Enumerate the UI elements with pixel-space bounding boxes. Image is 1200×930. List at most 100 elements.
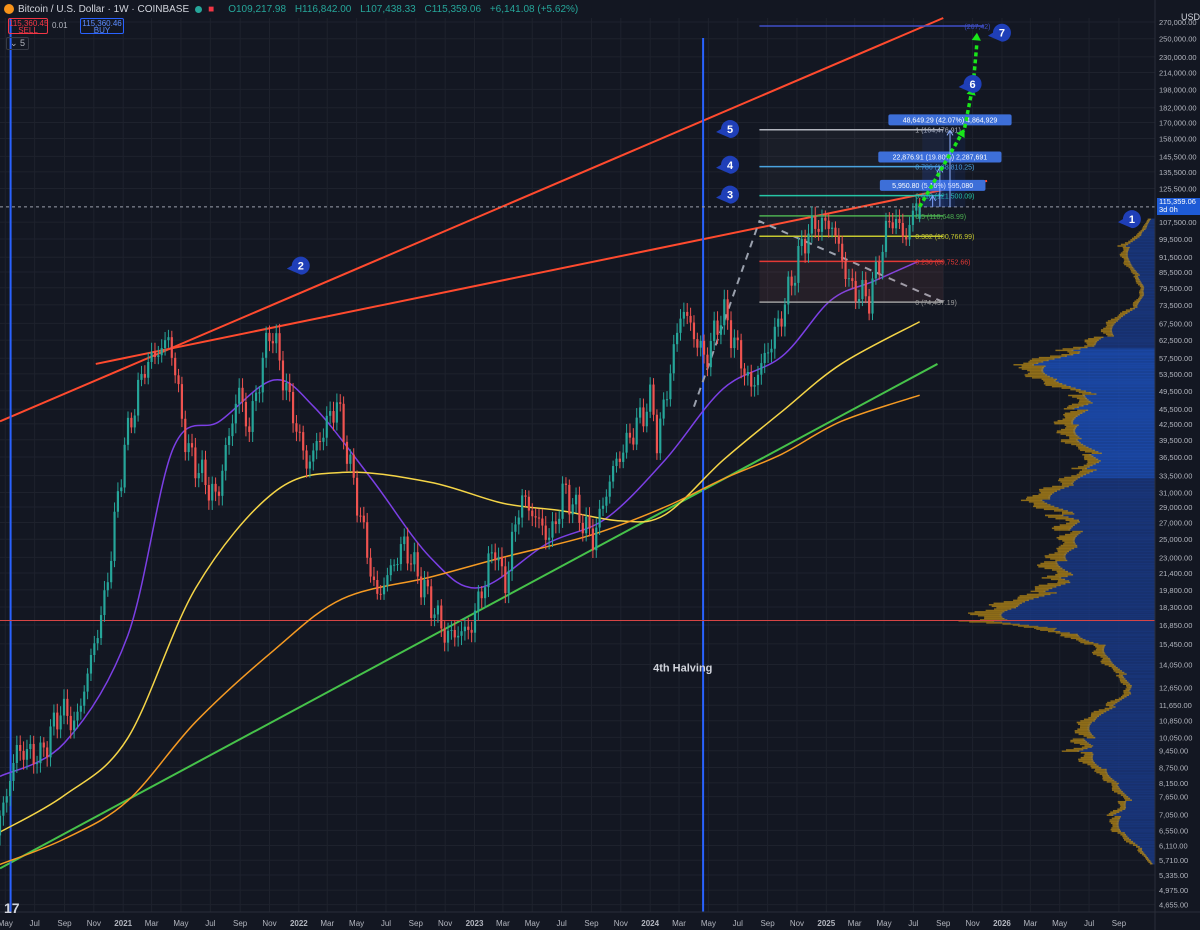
volume-profile-bar <box>1112 779 1155 782</box>
volume-profile-bar <box>1069 527 1155 530</box>
volume-profile-bar <box>1014 607 1155 609</box>
volume-profile-bar <box>1106 656 1155 658</box>
volume-profile-up-bar <box>1114 698 1122 701</box>
volume-profile-up-bar <box>1074 731 1091 734</box>
volume-profile-bar <box>1077 414 1155 416</box>
candle-body <box>180 384 184 419</box>
buy-price: 115,360.46 <box>82 19 122 28</box>
volume-profile-bar <box>1114 781 1155 783</box>
volume-profile-bar <box>1041 368 1155 370</box>
volume-profile-up-bar <box>1080 720 1095 722</box>
y-tick-label: 15,450.00 <box>1159 640 1192 649</box>
volume-profile-bar <box>1132 307 1155 310</box>
candle-body <box>76 711 79 721</box>
buy-button[interactable]: 115,360.46 BUY <box>80 18 124 35</box>
y-tick-label: 4,655.00 <box>1159 901 1188 910</box>
candle-body <box>699 340 702 348</box>
indicators-toggle[interactable]: ⌄ 5 <box>6 37 30 50</box>
volume-profile-up-bar <box>1084 339 1099 341</box>
volume-profile-up-bar <box>1119 253 1128 256</box>
volume-profile-up-bar <box>1120 805 1126 807</box>
volume-profile-bar <box>1077 440 1155 443</box>
volume-profile-up-bar <box>1134 300 1140 302</box>
volume-profile-bar <box>1110 327 1155 330</box>
volume-profile-bar <box>1055 562 1155 565</box>
candle-body <box>743 368 746 376</box>
candle-body <box>42 742 45 748</box>
volume-profile-bar <box>1125 835 1155 838</box>
volume-profile-bar <box>1140 283 1155 286</box>
sell-button[interactable]: 115,360.45 SELL <box>8 18 48 35</box>
volume-profile-up-bar <box>1061 750 1080 752</box>
candle-body <box>177 375 180 385</box>
candle-body <box>163 340 167 349</box>
badge-marker <box>716 155 740 174</box>
symbol-title[interactable]: Bitcoin / U.S. Dollar · 1W · COINBASE <box>18 3 190 15</box>
volume-profile-bar <box>1067 632 1155 634</box>
volume-profile-up-bar <box>1149 862 1153 865</box>
volume-profile-bar <box>1118 828 1155 831</box>
candle-body <box>814 216 817 229</box>
volume-profile-bar <box>1060 382 1155 385</box>
volume-profile-up-bar <box>1055 559 1068 562</box>
x-tick-label: Sep <box>1112 919 1127 928</box>
candle-body <box>83 691 86 706</box>
y-tick-label: 33,500.00 <box>1159 472 1192 481</box>
candle-body <box>339 402 342 404</box>
y-tick-label: 18,300.00 <box>1159 603 1192 612</box>
volume-profile-bar <box>1063 569 1155 571</box>
candle-body <box>426 579 429 587</box>
x-tick-label: 2026 <box>993 919 1011 928</box>
y-tick-label: 8,750.00 <box>1159 763 1188 772</box>
volume-profile-up-bar <box>1038 493 1053 495</box>
volume-profile-bar <box>1120 674 1155 677</box>
volume-profile-up-bar <box>1030 590 1046 593</box>
volume-profile-bar <box>1122 676 1155 679</box>
y-tick-label: 11,650.00 <box>1159 701 1192 710</box>
volume-profile-up-bar <box>1123 257 1129 260</box>
candle-body <box>578 494 581 523</box>
volume-profile-bar <box>1043 372 1155 375</box>
volume-profile-bar <box>1133 269 1155 272</box>
x-tick-label: Nov <box>87 919 101 928</box>
volume-profile-up-bar <box>1084 745 1094 747</box>
volume-profile-bar <box>1126 243 1155 246</box>
volume-profile-up-bar <box>1065 533 1079 536</box>
volume-profile-up-bar <box>1073 747 1088 750</box>
volume-profile-bar <box>1058 565 1155 568</box>
volume-profile-up-bar <box>1050 355 1067 357</box>
volume-profile-bar <box>1071 419 1155 422</box>
volume-profile-up-bar <box>1102 774 1110 777</box>
candle-body <box>820 217 824 232</box>
volume-profile-bar <box>1095 717 1155 719</box>
badge-marker <box>1117 210 1141 229</box>
volume-profile-bar <box>1073 427 1155 429</box>
volume-profile-up-bar <box>1111 782 1119 785</box>
volume-profile-bar <box>1107 657 1155 660</box>
volume-profile-up-bar <box>1116 674 1123 677</box>
volume-profile-bar <box>1080 530 1155 533</box>
volume-profile-up-bar <box>1044 561 1058 563</box>
volume-profile-up-bar <box>991 605 1019 608</box>
volume-profile-up-bar <box>1139 852 1145 854</box>
volume-profile-bar <box>1055 490 1155 492</box>
volume-profile-up-bar <box>1075 390 1086 392</box>
volume-profile-up-bar <box>1019 595 1045 597</box>
volume-profile-up-bar <box>1064 541 1075 544</box>
volume-profile-bar <box>1070 511 1155 514</box>
volume-profile-bar <box>1103 644 1155 647</box>
currency-selector[interactable]: USD <box>1180 12 1200 22</box>
volume-profile-up-bar <box>1133 301 1139 304</box>
volume-profile-up-bar <box>1071 403 1089 406</box>
volume-profile-bar <box>1124 800 1155 803</box>
volume-profile-bar <box>1078 388 1155 391</box>
volume-profile-up-bar <box>1056 430 1076 432</box>
volume-profile-up-bar <box>1071 467 1087 470</box>
volume-profile-bar <box>1117 318 1155 321</box>
volume-profile-up-bar <box>1054 422 1074 425</box>
volume-profile-bar <box>1142 852 1155 854</box>
volume-profile-up-bar <box>1106 814 1114 816</box>
volume-profile-bar <box>1005 609 1155 612</box>
volume-profile-up-bar <box>1120 255 1128 257</box>
